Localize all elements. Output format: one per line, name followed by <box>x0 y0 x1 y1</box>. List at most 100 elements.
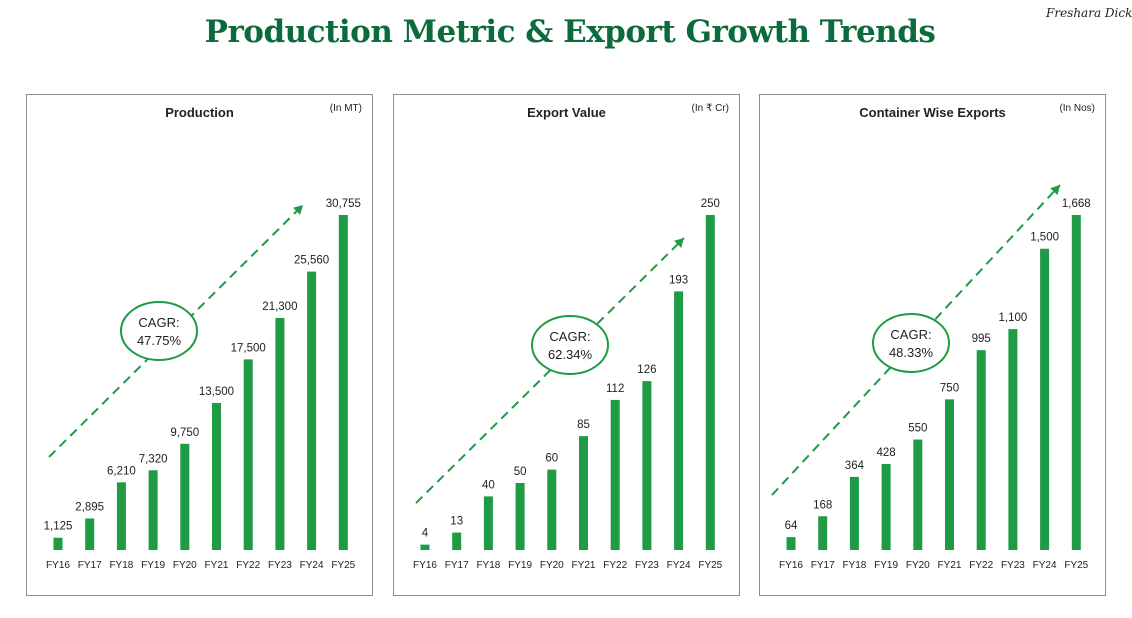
value-label: 250 <box>701 198 720 210</box>
value-label: 6,210 <box>107 465 136 477</box>
bar <box>610 399 620 550</box>
cagr-label: CAGR: <box>890 327 931 342</box>
value-label: 995 <box>972 333 991 345</box>
category-label: FY21 <box>205 560 229 571</box>
trend-arrow-head <box>1050 185 1060 195</box>
value-label: 64 <box>785 520 798 532</box>
category-label: FY24 <box>667 560 691 571</box>
category-label: FY23 <box>268 560 292 571</box>
cagr-value: 62.34% <box>548 347 593 362</box>
value-label: 30,755 <box>326 198 361 210</box>
chart-title: Container Wise Exports <box>859 105 1006 120</box>
value-label: 112 <box>606 383 624 395</box>
export-value-chart: 4 FY16 13 FY17 40 FY18 50 FY19 60 FY20 85 FY21 112 FY… <box>413 198 723 571</box>
bar <box>116 482 126 550</box>
bar <box>515 483 525 550</box>
value-label: 9,750 <box>170 427 199 439</box>
value-label: 168 <box>813 499 832 511</box>
bar <box>212 402 221 550</box>
category-label: FY25 <box>331 560 355 571</box>
bar <box>976 350 986 550</box>
category-label: FY23 <box>635 560 659 571</box>
category-label: FY19 <box>874 560 898 571</box>
chart-title: Export Value <box>527 105 606 120</box>
category-label: FY16 <box>46 560 70 571</box>
cagr-circle <box>872 313 950 373</box>
category-label: FY24 <box>300 560 324 571</box>
production-chart-panel: Production (In MT) 1,125 FY16 2,895 FY17 6,2… <box>26 94 373 596</box>
bar <box>85 518 95 550</box>
bar <box>674 291 684 550</box>
category-label: FY22 <box>603 560 627 571</box>
brand-logo: Freshara Dickl. <box>1046 2 1132 28</box>
bar <box>881 464 891 550</box>
container-exports-chart-panel: Container Wise Exports (In Nos) 64 FY16 16… <box>759 94 1106 596</box>
value-label: 25,560 <box>294 255 329 267</box>
trend-arrow-head <box>293 205 303 215</box>
category-label: FY20 <box>540 560 564 571</box>
chart-unit: (In MT) <box>329 103 362 114</box>
category-label: FY17 <box>811 560 835 571</box>
value-label: 13,500 <box>199 386 234 398</box>
bar <box>547 469 557 550</box>
value-label: 85 <box>577 419 590 431</box>
bar <box>1040 248 1050 550</box>
value-label: 21,300 <box>262 301 297 313</box>
bar <box>913 439 923 550</box>
category-label: FY21 <box>938 560 962 571</box>
bar <box>243 359 253 550</box>
value-label: 2,895 <box>75 501 104 513</box>
cagr-circle <box>120 301 198 361</box>
bar <box>642 381 652 550</box>
value-label: 17,500 <box>231 342 266 354</box>
category-label: FY22 <box>236 560 260 571</box>
bar <box>338 215 348 550</box>
value-label: 50 <box>514 466 527 478</box>
bar <box>1008 329 1018 550</box>
cagr-circle <box>531 315 609 375</box>
cagr-value: 47.75% <box>137 333 182 348</box>
value-label: 4 <box>422 528 429 540</box>
category-label: FY25 <box>1064 560 1088 571</box>
category-label: FY25 <box>698 560 722 571</box>
bar <box>180 443 190 550</box>
container-exports-chart: 64 FY16 168 FY17 364 FY18 428 FY19 550 FY20 750 FY2… <box>771 184 1091 571</box>
category-label: FY20 <box>173 560 197 571</box>
bar <box>275 317 285 550</box>
value-label: 126 <box>637 364 656 376</box>
cagr-value: 48.33% <box>889 345 934 360</box>
value-label: 750 <box>940 382 959 394</box>
category-label: FY18 <box>476 560 500 571</box>
category-label: FY21 <box>572 560 596 571</box>
value-label: 1,100 <box>999 312 1028 324</box>
category-label: FY22 <box>969 560 993 571</box>
bar <box>420 544 430 550</box>
value-label: 1,125 <box>44 521 73 533</box>
value-label: 40 <box>482 479 495 491</box>
bar <box>307 271 317 550</box>
production-chart: 1,125 FY16 2,895 FY17 6,210 FY18 7,320 FY19 9,75… <box>44 198 361 571</box>
value-label: 364 <box>845 460 865 472</box>
bar <box>786 537 796 550</box>
category-label: FY19 <box>141 560 165 571</box>
chart-title: Production <box>165 105 234 120</box>
value-label: 13 <box>450 516 463 528</box>
cagr-label: CAGR: <box>549 329 590 344</box>
bar <box>148 470 158 550</box>
export-value-chart-panel: Export Value (In ₹ Cr) 4 FY16 13 FY17 40 FY18… <box>393 94 740 596</box>
bar <box>579 436 588 550</box>
category-label: FY16 <box>413 560 437 571</box>
category-label: FY17 <box>78 560 102 571</box>
bar <box>945 399 954 550</box>
value-label: 60 <box>545 453 558 465</box>
chart-unit: (In Nos) <box>1059 103 1095 114</box>
value-label: 1,500 <box>1030 232 1059 244</box>
category-label: FY17 <box>445 560 469 571</box>
category-label: FY18 <box>109 560 133 571</box>
category-label: FY24 <box>1033 560 1057 571</box>
logo-text: Freshara Dickl. <box>1046 6 1132 20</box>
category-label: FY23 <box>1001 560 1025 571</box>
bar <box>818 516 828 550</box>
bar <box>1071 215 1081 550</box>
bar <box>53 537 63 550</box>
